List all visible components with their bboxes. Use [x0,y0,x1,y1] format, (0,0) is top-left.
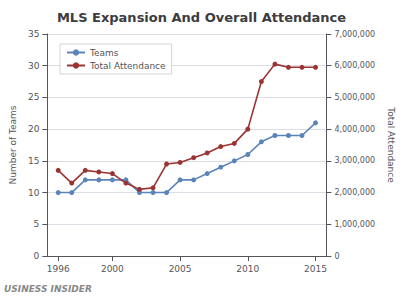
svg-text:0: 0 [34,251,40,261]
svg-text:Total Attendance: Total Attendance [386,106,396,183]
svg-text:7,000,000: 7,000,000 [334,30,375,39]
svg-text:0: 0 [334,252,339,261]
svg-text:2,000,000: 2,000,000 [334,188,375,197]
svg-text:MLS Expansion And Overall Atte: MLS Expansion And Overall Attendance [57,10,346,25]
svg-text:1996: 1996 [47,264,70,274]
svg-text:2000: 2000 [101,264,124,274]
svg-text:5,000,000: 5,000,000 [334,93,375,102]
svg-text:25: 25 [28,92,39,102]
svg-text:30: 30 [28,61,40,71]
svg-text:5: 5 [34,219,40,229]
svg-text:15: 15 [28,156,39,166]
svg-text:3,000,000: 3,000,000 [334,156,375,165]
svg-text:Total Attendance: Total Attendance [89,61,166,71]
svg-text:6,000,000: 6,000,000 [334,61,375,70]
svg-text:4,000,000: 4,000,000 [334,125,375,134]
svg-text:Teams: Teams [89,48,119,58]
svg-text:10: 10 [28,188,40,198]
svg-text:20: 20 [28,124,40,134]
svg-text:2005: 2005 [169,264,192,274]
svg-text:USINESS INSIDER: USINESS INSIDER [4,284,92,294]
svg-text:Number of Teams: Number of Teams [8,105,18,184]
svg-text:1,000,000: 1,000,000 [334,220,375,229]
svg-text:35: 35 [28,29,39,39]
svg-text:2015: 2015 [304,264,327,274]
svg-text:2010: 2010 [236,264,259,274]
